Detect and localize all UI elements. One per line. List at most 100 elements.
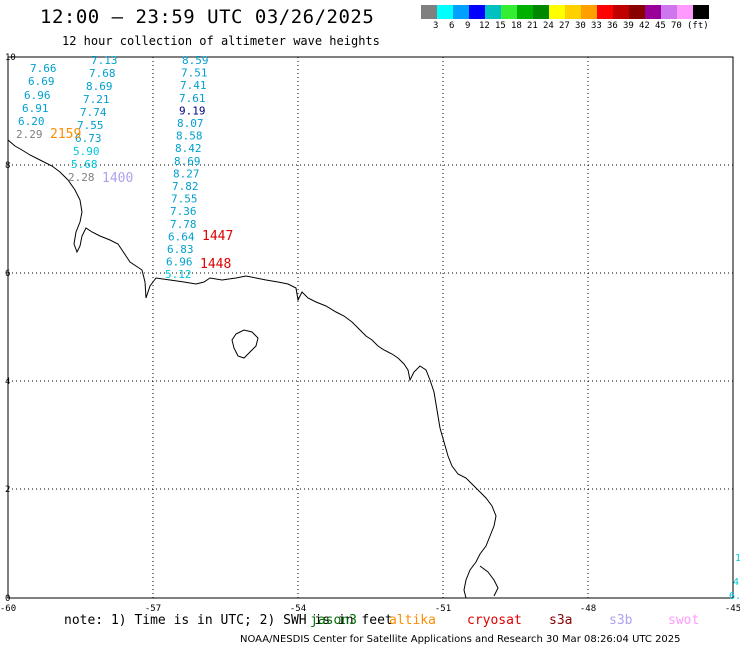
wave-height-value: 7.61: [179, 92, 206, 105]
satellite-legend-item: swot: [668, 613, 700, 628]
color-swatch: [437, 5, 453, 19]
wave-height-value: 7.36: [170, 205, 197, 218]
wave-height-value: 8.69: [174, 155, 201, 168]
wave-height-value: 8.27: [173, 167, 200, 180]
satellite-legend-item: jason3: [310, 613, 357, 628]
latitude-tick-label: 10: [5, 53, 16, 63]
color-scale-label: 24: [543, 21, 554, 31]
wave-height-value: 7.13: [91, 54, 118, 67]
wave-height-value: 7.78: [170, 218, 197, 231]
color-swatch: [597, 5, 613, 19]
wave-height-value: 7.82: [172, 180, 199, 193]
wave-height-value: 7.51: [181, 67, 208, 80]
wave-height-value: 9.19: [179, 104, 206, 117]
time-unit-note: note: 1) Time is in UTC; 2) SWH is in fe…: [64, 613, 393, 628]
color-scale-label: 39: [623, 21, 634, 31]
satellite-legend-item: altika: [389, 613, 436, 628]
wave-height-value: 8.58: [176, 130, 203, 143]
map-frame: [7, 56, 734, 599]
pass-time-label: 1447: [202, 229, 233, 244]
wave-height-values: 7.666.696.966.916.202.297.137.688.697.21…: [16, 54, 209, 281]
wave-height-value: 6.20: [18, 115, 45, 128]
color-swatch: [581, 5, 597, 19]
wave-height-value: 6.73: [75, 132, 102, 145]
color-swatch: [693, 5, 709, 19]
color-scale-label: 36: [607, 21, 618, 31]
color-scale-label: 70: [671, 21, 682, 31]
longitude-tick-label: -54: [290, 604, 306, 614]
color-swatch: [661, 5, 677, 19]
wave-height-value: 7.55: [171, 193, 198, 206]
wave-height-value: 6.69: [28, 75, 55, 88]
color-scale-bar: [421, 5, 709, 19]
wave-height-value: 5.12: [165, 268, 192, 281]
color-swatch: [549, 5, 565, 19]
latitude-tick-label: 2: [5, 485, 10, 495]
color-scale-label: 33: [591, 21, 602, 31]
color-swatch: [421, 5, 437, 19]
satellite-legend-item: s3b: [609, 613, 633, 628]
color-swatch: [613, 5, 629, 19]
color-swatch: [645, 5, 661, 19]
wave-height-value: 6.96: [166, 256, 193, 269]
latitude-tick-label: 8: [5, 161, 10, 171]
color-scale-label: 18: [511, 21, 522, 31]
wave-height-value: 6.96: [24, 89, 51, 102]
axis-tick-labels: -60 -57 -54 -51 -48 -45 10 8 6 4 2 0: [0, 53, 740, 614]
pass-time-label: 1448: [200, 257, 231, 272]
color-scale-label: 21: [527, 21, 538, 31]
color-swatch: [501, 5, 517, 19]
wave-height-value: 5.68: [71, 158, 98, 171]
pass-time-label: 2159: [50, 127, 81, 142]
longitude-tick-label: -45: [725, 604, 740, 614]
color-swatch: [677, 5, 693, 19]
wave-height-value: 8.59: [182, 54, 209, 67]
satellite-legend-item: cryosat: [467, 613, 522, 628]
pass-time-label: 1400: [102, 171, 133, 186]
edge-wave-value: 6.: [729, 591, 740, 602]
wave-height-value: 7.55: [77, 119, 104, 132]
map-subtitle: 12 hour collection of altimeter wave hei…: [62, 34, 380, 48]
color-scale-label: 6: [449, 21, 455, 31]
color-swatch: [533, 5, 549, 19]
longitude-tick-label: -60: [0, 604, 16, 614]
pass-time-labels: 2159 1400 1447 1448: [50, 127, 233, 272]
wave-height-value: 5.90: [73, 145, 100, 158]
color-scale-label: 3: [433, 21, 439, 31]
wave-height-value: 7.21: [83, 93, 110, 106]
color-swatch: [517, 5, 533, 19]
wave-height-value: 7.66: [30, 62, 57, 75]
color-swatch: [485, 5, 501, 19]
color-scale-label: 42: [639, 21, 650, 31]
satellite-legend-item: s3a: [549, 613, 573, 628]
color-swatch: [629, 5, 645, 19]
color-scale-label: (ft): [687, 21, 709, 31]
wave-height-value: 7.74: [80, 106, 107, 119]
latitude-tick-label: 4: [5, 377, 10, 387]
credit-line: NOAA/NESDIS Center for Satellite Applica…: [240, 634, 681, 645]
edge-value-labels: 1 4 6.: [729, 553, 740, 602]
wave-height-value: 6.91: [22, 102, 49, 115]
latitude-tick-label: 6: [5, 269, 10, 279]
color-scale-label: 30: [575, 21, 586, 31]
color-scale-label: 9: [465, 21, 471, 31]
wave-height-value: 2.28: [68, 171, 95, 184]
longitude-tick-label: -51: [435, 604, 451, 614]
wave-height-value: 7.68: [89, 67, 116, 80]
wave-height-value: 6.64: [168, 230, 195, 243]
wave-height-value: 8.42: [175, 142, 202, 155]
color-swatch: [453, 5, 469, 19]
color-scale-label: 27: [559, 21, 570, 31]
map-title: 12:00 – 23:59 UTC 03/26/2025: [40, 6, 375, 28]
latitude-tick-label: 0: [5, 594, 10, 604]
edge-wave-value: 4: [733, 577, 739, 588]
color-scale-labels: 3 6 9 12 15 18 21 24 27 30 33 36 39 42 45 70 (ft): [421, 21, 740, 33]
wave-height-value: 6.83: [167, 243, 194, 256]
color-scale-label: 45: [655, 21, 666, 31]
wave-height-value: 8.07: [177, 117, 204, 130]
map-grid: [8, 57, 733, 598]
wave-height-value: 7.41: [180, 79, 207, 92]
color-scale-label: 15: [495, 21, 506, 31]
edge-wave-value: 1: [735, 553, 740, 564]
